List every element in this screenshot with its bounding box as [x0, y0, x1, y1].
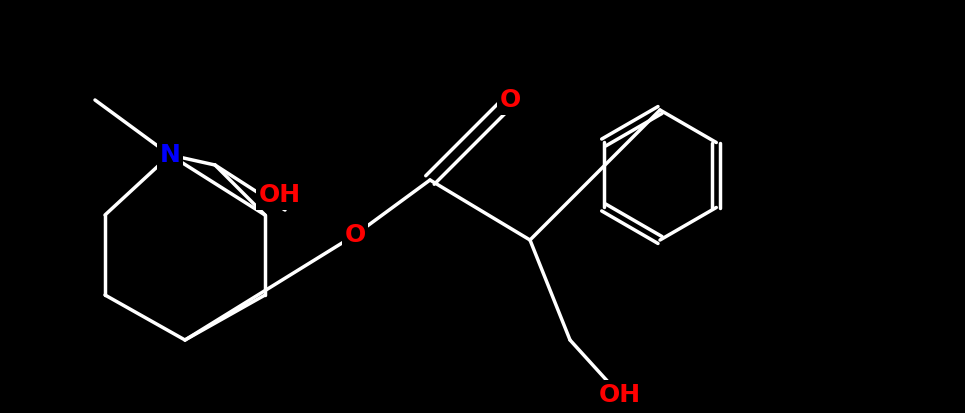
- Text: N: N: [159, 143, 180, 167]
- Text: OH: OH: [259, 183, 301, 207]
- Text: OH: OH: [599, 383, 641, 407]
- Text: O: O: [499, 88, 521, 112]
- Text: O: O: [345, 223, 366, 247]
